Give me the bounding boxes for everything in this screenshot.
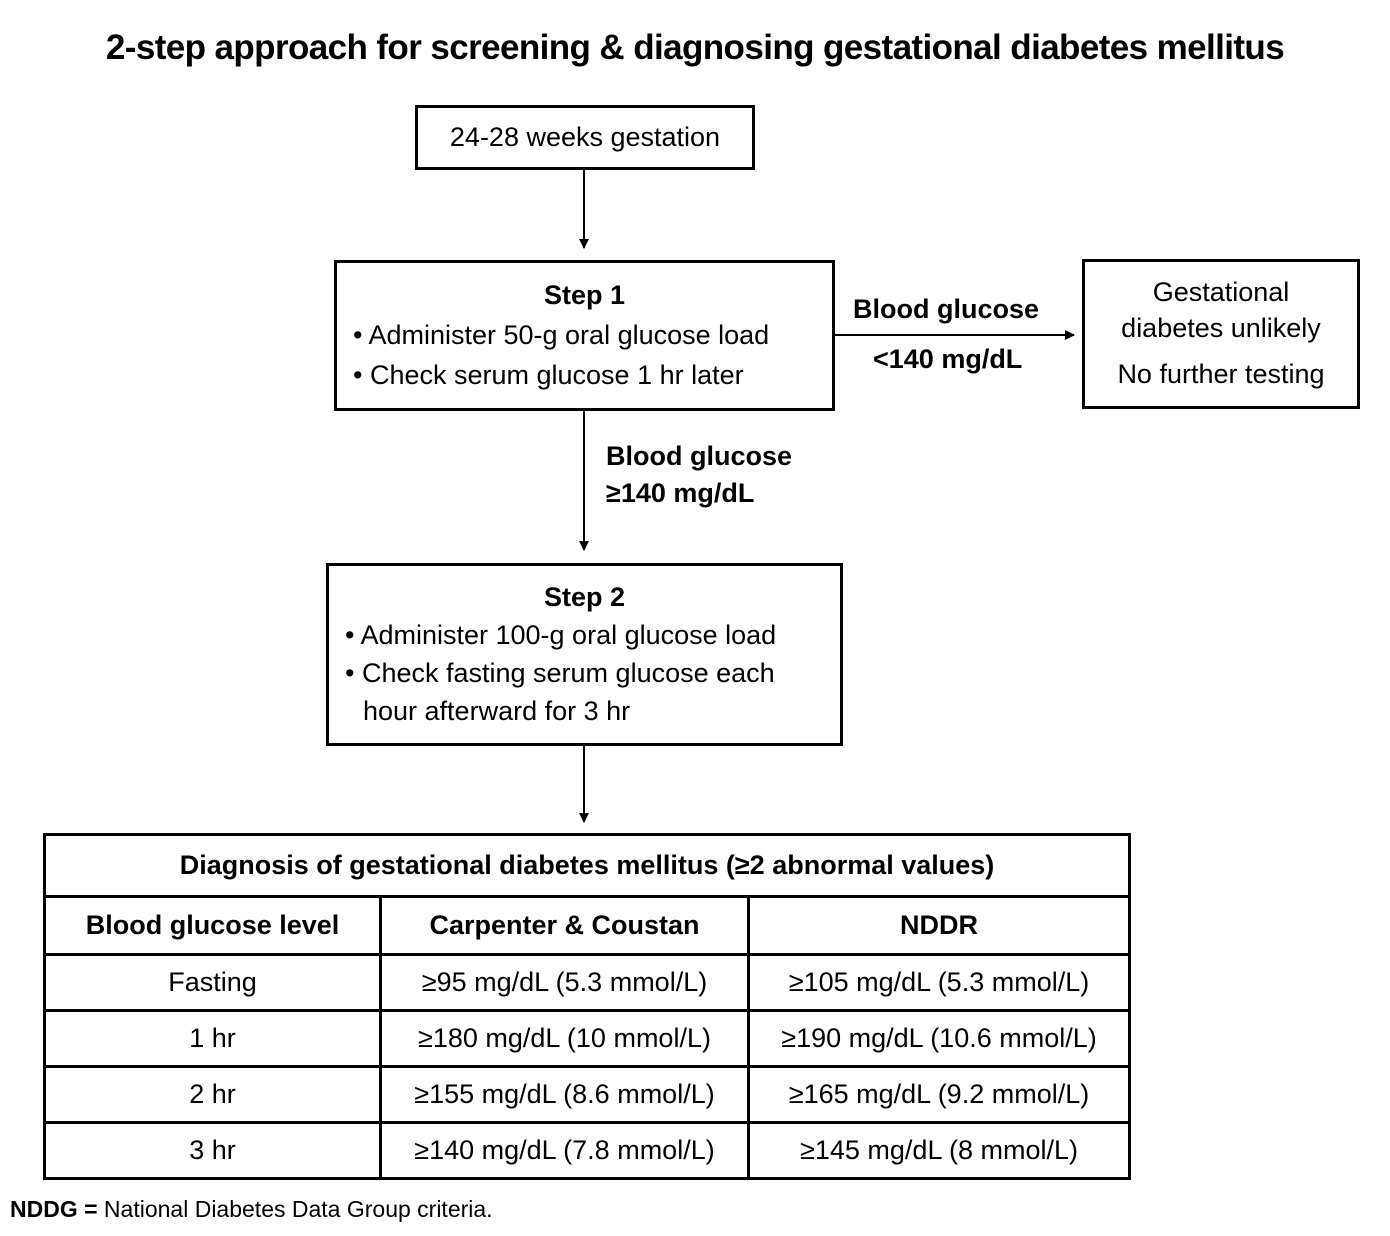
step2-box: Step 2 • Administer 100-g oral glucose l… [326,563,843,746]
table-cell: ≥145 mg/dL (8 mmol/L) [746,1121,1132,1180]
diagram-title: 2-step approach for screening & diagnosi… [105,28,1285,67]
table-row: 2 hr ≥155 mg/dL (8.6 mmol/L) ≥165 mg/dL … [43,1065,1132,1124]
table-cell: Fasting [43,953,382,1012]
table-cell: 1 hr [43,1009,382,1068]
diagnosis-table: Diagnosis of gestational diabetes mellit… [42,833,1132,1180]
outcome-line: diabetes unlikely [1121,313,1321,343]
branch-low-label-line2: <140 mg/dL [873,344,1023,374]
table-cell: ≥140 mg/dL (7.8 mmol/L) [379,1121,750,1180]
step2-bullet2-line1: • Check fasting serum glucose each [345,658,775,688]
outcome-box: Gestational diabetes unlikely No further… [1082,259,1360,409]
outcome-line: No further testing [1117,359,1325,389]
step2-bullet: • Check fasting serum glucose each hour … [329,654,840,730]
footnote-abbr: NDDG = [10,1196,98,1222]
footnote: NDDG = National Diabetes Data Group crit… [10,1196,493,1223]
table-cell: 3 hr [43,1121,382,1180]
table-cell: ≥190 mg/dL (10.6 mmol/L) [746,1009,1132,1068]
table-row: 3 hr ≥140 mg/dL (7.8 mmol/L) ≥145 mg/dL … [43,1121,1132,1180]
step1-bullet: • Check serum glucose 1 hr later [353,360,744,390]
table-cell: ≥95 mg/dL (5.3 mmol/L) [379,953,750,1012]
start-box: 24-28 weeks gestation [415,105,755,170]
step2-bullet: • Administer 100-g oral glucose load [345,620,777,650]
step2-heading: Step 2 [543,582,626,612]
branch-high-label-line2: ≥140 mg/dL [606,478,755,508]
branch-high-label-line1: Blood glucose [606,441,793,471]
column-header: NDDR [746,895,1132,956]
table-cell: ≥165 mg/dL (9.2 mmol/L) [746,1065,1132,1124]
table-row: Fasting ≥95 mg/dL (5.3 mmol/L) ≥105 mg/d… [43,953,1132,1012]
table-cell: 2 hr [43,1065,382,1124]
table-cell: ≥105 mg/dL (5.3 mmol/L) [746,953,1132,1012]
step1-box: Step 1 • Administer 50-g oral glucose lo… [334,260,835,411]
start-box-label: 24-28 weeks gestation [449,122,721,152]
table-caption-row: Diagnosis of gestational diabetes mellit… [42,833,1132,898]
step1-bullet: • Administer 50-g oral glucose load [353,320,770,350]
step2-bullet2-line2: hour afterward for 3 hr [363,696,631,726]
table-cell: ≥155 mg/dL (8.6 mmol/L) [379,1065,750,1124]
table-header-row: Blood glucose level Carpenter & Coustan … [43,895,1132,956]
table-row: 1 hr ≥180 mg/dL (10 mmol/L) ≥190 mg/dL (… [43,1009,1132,1068]
table-caption: Diagnosis of gestational diabetes mellit… [42,833,1132,898]
branch-low-label-line1: Blood glucose [853,294,1040,324]
footnote-definition: National Diabetes Data Group criteria. [97,1196,493,1222]
column-header: Blood glucose level [43,895,382,956]
outcome-line: Gestational [1152,277,1290,307]
step1-heading: Step 1 [543,280,626,310]
table-cell: ≥180 mg/dL (10 mmol/L) [379,1009,750,1068]
column-header: Carpenter & Coustan [379,895,750,956]
